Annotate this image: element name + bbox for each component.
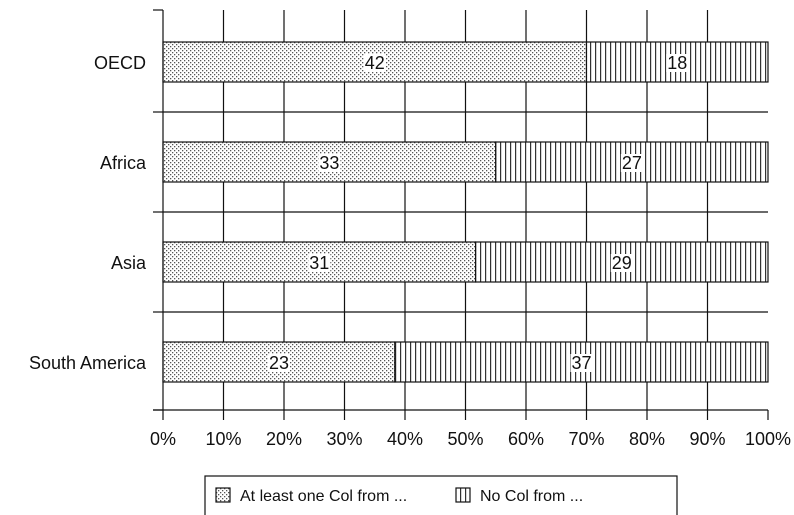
x-tick-label: 30% bbox=[326, 429, 362, 449]
x-tick-label: 50% bbox=[447, 429, 483, 449]
legend-swatch bbox=[215, 487, 231, 503]
bar-data-label: 27 bbox=[622, 153, 642, 173]
bar-data-label: 23 bbox=[269, 353, 289, 373]
legend: At least one Col from ... No Col from ... bbox=[204, 475, 678, 515]
x-tick-label: 0% bbox=[150, 429, 176, 449]
x-tick-label: 80% bbox=[629, 429, 665, 449]
data-label-background bbox=[666, 54, 689, 72]
bar-data-label: 29 bbox=[612, 253, 632, 273]
data-label-background bbox=[620, 154, 643, 172]
data-label-background bbox=[363, 54, 386, 72]
x-tick-label: 20% bbox=[266, 429, 302, 449]
bar-data-label: 33 bbox=[319, 153, 339, 173]
bar-data-label: 42 bbox=[365, 53, 385, 73]
x-tick-label: 100% bbox=[745, 429, 791, 449]
axes: 0% 10% 20% 30% 40% 50% 60% 70% 80% 90% 100% bbox=[150, 9, 791, 449]
bar-data-label: 31 bbox=[309, 253, 329, 273]
x-tick-label: 90% bbox=[689, 429, 725, 449]
x-tick-label: 70% bbox=[568, 429, 604, 449]
legend-label: At least one Col from ... bbox=[240, 488, 407, 505]
x-tick-label: 10% bbox=[205, 429, 241, 449]
bar-segment bbox=[162, 141, 497, 183]
x-tick-label: 60% bbox=[508, 429, 544, 449]
data-label-background bbox=[570, 354, 593, 372]
category-label: Africa bbox=[100, 153, 147, 173]
category-label: South America bbox=[29, 353, 147, 373]
labels: 42 18 OECD 33 27 Africa 31 29 Asia 23 37 South Amer… bbox=[29, 53, 689, 373]
data-label-background bbox=[267, 354, 290, 372]
x-tick-label: 40% bbox=[387, 429, 423, 449]
legend-label: No Col from ... bbox=[480, 488, 583, 505]
bar-data-label: 37 bbox=[571, 353, 591, 373]
data-label-background bbox=[318, 154, 341, 172]
data-label-background bbox=[610, 254, 633, 272]
category-label: Asia bbox=[111, 253, 147, 273]
category-label: OECD bbox=[94, 53, 146, 73]
bar-data-label: 18 bbox=[667, 53, 687, 73]
legend-swatch bbox=[455, 487, 471, 503]
legend-box bbox=[204, 475, 678, 515]
data-label-background bbox=[308, 254, 331, 272]
